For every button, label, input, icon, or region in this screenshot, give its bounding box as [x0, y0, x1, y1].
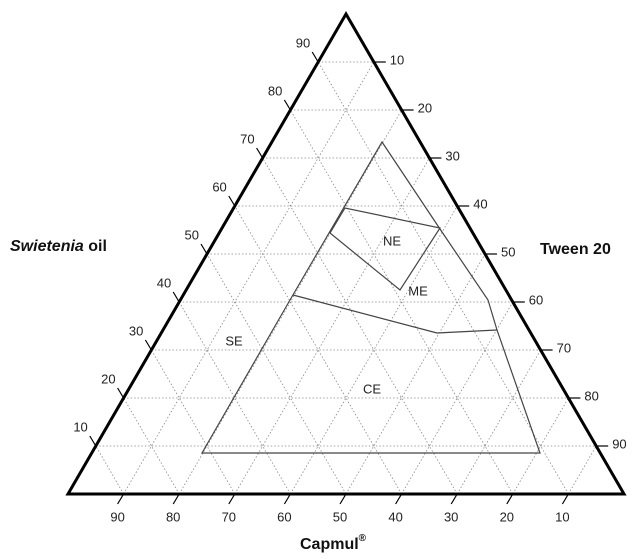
grid-line: [178, 301, 291, 495]
tick-mark: [339, 493, 347, 505]
grid-line: [95, 445, 124, 495]
left-tick-label: 30: [129, 323, 143, 338]
right-tick-label: 20: [418, 100, 432, 115]
tick-mark: [172, 493, 180, 505]
region-label: NE: [383, 233, 401, 248]
right-tick-label: 80: [584, 388, 598, 403]
grid-line: [512, 397, 569, 495]
tick-mark: [117, 387, 125, 399]
right-tick-label: 30: [445, 148, 459, 163]
region-label: ME: [408, 283, 428, 298]
bottom-tick-label: 20: [500, 509, 514, 524]
tick-mark: [561, 493, 569, 505]
right-tick-label: 70: [557, 340, 571, 355]
right-tick-label: 40: [473, 196, 487, 211]
tick-mark: [450, 493, 458, 505]
bottom-axis-title-main: Capmul: [300, 536, 359, 553]
tick-mark: [172, 291, 180, 303]
grid-line: [290, 205, 458, 495]
grid-line: [317, 61, 569, 495]
grid-line: [568, 445, 597, 495]
outer-region-boundary: [200, 140, 541, 454]
tick-mark: [395, 493, 403, 505]
tick-mark: [506, 493, 514, 505]
tick-mark: [89, 435, 97, 447]
bottom-tick-label: 80: [166, 509, 180, 524]
right-axis-title: Tween 20: [540, 241, 611, 258]
bottom-tick-label: 50: [333, 509, 347, 524]
tick-mark: [283, 99, 291, 111]
bottom-tick-label: 60: [277, 509, 291, 524]
bottom-tick-label: 70: [222, 509, 236, 524]
left-tick-label: 50: [185, 227, 199, 242]
bottom-axis-title: Capmul®: [300, 533, 367, 554]
tick-mark: [228, 493, 236, 505]
ne-region-boundary: [329, 207, 441, 291]
left-tick-label: 20: [101, 371, 115, 386]
left-tick-label: 40: [157, 275, 171, 290]
left-tick-label: 90: [296, 35, 310, 50]
left-tick-label: 10: [73, 419, 87, 434]
tick-mark: [200, 243, 208, 255]
tick-mark: [283, 493, 291, 505]
left-tick-label: 60: [212, 179, 226, 194]
right-tick-label: 10: [390, 52, 404, 67]
left-axis-title-rest: oil: [84, 238, 107, 255]
bottom-tick-label: 90: [110, 509, 124, 524]
region-label: CE: [363, 381, 381, 396]
grid-line: [262, 157, 458, 495]
me-ce-boundary: [292, 294, 498, 334]
grid-line: [206, 253, 347, 495]
tick-mark: [144, 339, 152, 351]
left-axis-title-italic: Swietenia: [10, 238, 84, 255]
region-label: SE: [225, 333, 243, 348]
grid-line: [234, 205, 402, 495]
bottom-tick-label: 10: [555, 509, 569, 524]
grid-line: [123, 397, 180, 495]
grid-line: [151, 349, 236, 495]
tick-mark: [256, 147, 264, 159]
bottom-tick-label: 30: [444, 509, 458, 524]
grid-line: [234, 157, 430, 495]
tick-mark: [228, 195, 236, 207]
tick-mark: [311, 51, 319, 63]
grid-line: [345, 253, 486, 495]
right-tick-label: 60: [529, 292, 543, 307]
grid: [95, 61, 597, 495]
bottom-tick-label: 40: [388, 509, 402, 524]
bottom-axis-title-sup: ®: [359, 533, 367, 544]
right-tick-label: 90: [612, 436, 626, 451]
left-tick-label: 80: [268, 83, 282, 98]
right-tick-label: 50: [501, 244, 515, 259]
left-axis-title: Swietenia oil: [10, 238, 107, 255]
left-tick-label: 70: [240, 131, 254, 146]
grid-line: [123, 61, 375, 495]
tick-mark: [117, 493, 125, 505]
grid-line: [456, 349, 541, 495]
